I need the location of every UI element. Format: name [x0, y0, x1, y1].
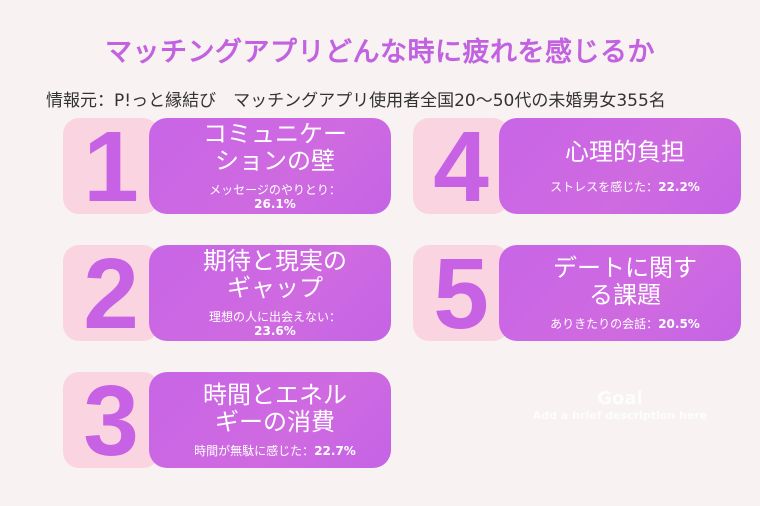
- card-title: 心理的負担: [565, 137, 685, 166]
- card-percent: 23.6%: [254, 324, 296, 338]
- rank-number: 3: [83, 365, 139, 477]
- card-percent: 22.7%: [314, 444, 356, 458]
- card-detail: ありきたりの会話：: [550, 317, 659, 331]
- card-title: デートに関す る課題: [553, 254, 697, 309]
- card-title: 時間とエネル ギーの消費: [203, 381, 347, 436]
- number-box: [63, 118, 159, 214]
- ranking-card-3: 3 時間とエネル ギーの消費 時間が無駄に感じた：22.7%: [63, 366, 393, 476]
- rank-number: 5: [433, 238, 489, 350]
- goal-placeholder: Goal Add a brief description here: [520, 388, 720, 422]
- card-title: 期待と現実の ギャップ: [203, 247, 347, 302]
- goal-description: Add a brief description here: [532, 409, 708, 422]
- card-detail: メッセージのやりとり：: [209, 183, 341, 197]
- card-title: コミュニケー ションの壁: [203, 120, 347, 175]
- card-detail: ストレスを感じた：: [550, 179, 659, 194]
- card-detail: 時間が無駄に感じた：: [194, 444, 315, 458]
- card-panel: [499, 245, 741, 341]
- page-title: マッチングアプリどんな時に疲れを感じるか: [105, 37, 655, 68]
- card-panel: [149, 372, 391, 468]
- rank-number: 1: [83, 111, 139, 223]
- ranking-card-5: 5 デートに関す る課題 ありきたりの会話：20.5%: [413, 239, 743, 349]
- card-panel: [149, 118, 391, 214]
- number-box: [63, 245, 159, 341]
- ranking-card-1: 1 コミュニケー ションの壁 メッセージのやりとり： 26.1%: [63, 112, 393, 222]
- card-percent: 20.5%: [658, 317, 700, 331]
- number-box: [63, 372, 159, 468]
- card-percent: 22.2%: [658, 179, 700, 194]
- card-detail: 理想の人に出会えない：: [208, 310, 341, 324]
- number-box: [413, 245, 509, 341]
- card-panel: [149, 245, 391, 341]
- number-box: [413, 118, 509, 214]
- ranking-card-4: 4 心理的負担 ストレスを感じた：22.2%: [413, 112, 743, 222]
- ranking-card-2: 2 期待と現実の ギャップ 理想の人に出会えない： 23.6%: [63, 239, 393, 349]
- goal-heading: Goal: [597, 388, 643, 409]
- source-note: 情報元：P!っと縁結び マッチングアプリ使用者全国20〜50代の未婚男女355名: [46, 91, 666, 111]
- card-percent: 26.1%: [254, 197, 296, 211]
- rank-number: 2: [83, 238, 139, 350]
- card-panel: [499, 118, 741, 214]
- rank-number: 4: [433, 111, 489, 223]
